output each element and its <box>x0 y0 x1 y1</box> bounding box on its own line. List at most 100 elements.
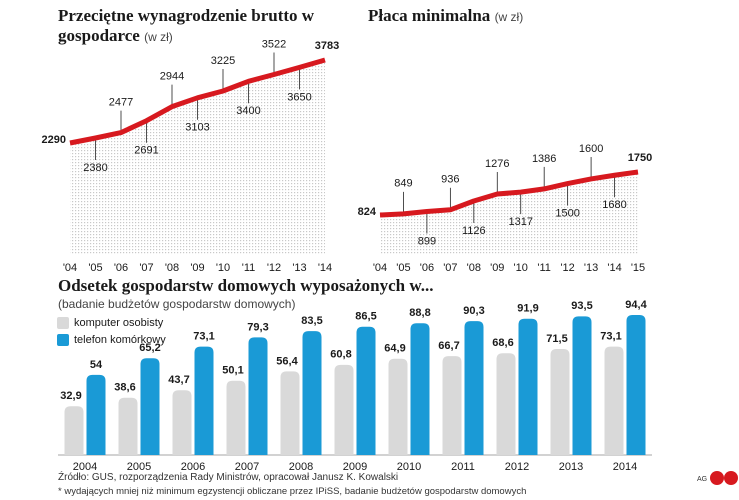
value-label: 65,2 <box>139 342 160 354</box>
x-tick-label: '05 <box>396 262 410 274</box>
x-tick-label: '13 <box>584 262 598 274</box>
value-label: 3225 <box>211 55 235 67</box>
value-label: 824 <box>358 206 377 218</box>
value-label: 71,5 <box>546 333 567 345</box>
bar <box>334 364 354 455</box>
x-tick-label: 2008 <box>289 461 313 473</box>
bar <box>172 390 192 455</box>
value-label: 94,4 <box>625 299 647 311</box>
x-tick-label: '10 <box>216 262 230 274</box>
x-tick-label: '13 <box>292 262 306 274</box>
x-tick-label: '10 <box>514 262 528 274</box>
value-label: 50,1 <box>222 365 243 377</box>
value-label: 3650 <box>287 91 311 103</box>
value-label: 2477 <box>109 97 133 109</box>
value-label: 79,3 <box>247 321 268 333</box>
value-label: 32,9 <box>60 390 81 402</box>
value-label: 43,7 <box>168 374 189 386</box>
x-tick-label: '04 <box>63 262 77 274</box>
value-label: 2691 <box>134 145 158 157</box>
chart-subtitle: (badanie budżetów gospodarstw domowych) <box>58 297 296 311</box>
bar <box>604 346 624 455</box>
legend-label: komputer osobisty <box>74 317 164 329</box>
x-tick-label: 2014 <box>613 461 637 473</box>
value-label: 93,5 <box>571 300 592 312</box>
line-area <box>380 172 638 255</box>
value-label: 64,9 <box>384 343 405 355</box>
bar <box>248 337 268 455</box>
credit: AG <box>697 476 708 483</box>
chart-title: Przeciętne wynagrodzenie brutto w gospod… <box>58 6 315 45</box>
value-label: 88,8 <box>409 307 430 319</box>
line <box>69 57 326 146</box>
x-tick-label: '08 <box>467 262 481 274</box>
logo <box>724 471 738 485</box>
value-label: 73,1 <box>193 330 214 342</box>
value-label: 56,4 <box>276 355 298 367</box>
value-label: 3783 <box>315 40 339 52</box>
chart-subtitle: (w zł) <box>144 30 173 44</box>
value-label: 2290 <box>42 134 66 146</box>
bar <box>356 326 376 455</box>
bar <box>86 374 106 455</box>
value-label: 1276 <box>485 158 509 170</box>
x-tick-label: '12 <box>560 262 574 274</box>
value-label: 849 <box>394 178 412 190</box>
bar <box>410 323 430 455</box>
value-label: 899 <box>418 235 436 247</box>
bar <box>194 346 214 455</box>
value-label: 86,5 <box>355 311 376 323</box>
x-tick-label: 2013 <box>559 461 583 473</box>
x-tick-label: '14 <box>318 262 332 274</box>
value-label: 1126 <box>462 225 486 237</box>
value-label: 73,1 <box>600 330 621 342</box>
value-label: 90,3 <box>463 305 484 317</box>
x-tick-label: '06 <box>114 262 128 274</box>
legend-swatch <box>57 317 69 329</box>
x-tick-label: 2005 <box>127 461 151 473</box>
source: Źródło: GUS, rozporządzenia Rady Ministr… <box>58 472 399 483</box>
value-label: 60,8 <box>330 349 351 361</box>
bar <box>140 358 160 455</box>
x-tick-label: '07 <box>443 262 457 274</box>
bar <box>626 315 646 455</box>
x-tick-label: 2012 <box>505 461 529 473</box>
value-label: 1386 <box>532 153 556 165</box>
value-label: 1317 <box>508 216 532 228</box>
bar <box>442 356 462 455</box>
chart-subtitle: (w zł) <box>494 10 524 24</box>
x-tick-label: '06 <box>420 262 434 274</box>
x-tick-label: '11 <box>537 262 551 274</box>
chart-title: Płaca minimalna <box>368 6 491 25</box>
value-label: 2380 <box>83 162 107 174</box>
value-label: 1600 <box>579 143 603 155</box>
bar <box>550 348 570 455</box>
value-label: 1680 <box>602 199 626 211</box>
title-1: Przeciętne wynagrodzenie brutto w gospod… <box>58 6 338 47</box>
legend-label: telefon komórkowy <box>74 334 166 346</box>
x-tick-label: 2011 <box>451 461 475 473</box>
x-tick-label: '04 <box>373 262 387 274</box>
value-label: 3400 <box>236 105 260 117</box>
bar <box>464 321 484 455</box>
value-label: 3103 <box>185 122 209 134</box>
value-label: 54 <box>90 359 103 371</box>
value-label: 91,9 <box>517 303 538 315</box>
bar <box>302 331 322 455</box>
x-tick-label: 2006 <box>181 461 205 473</box>
title-3: Odsetek gospodarstw domowych wyposażonyc… <box>58 276 698 296</box>
x-tick-label: '14 <box>607 262 621 274</box>
x-tick-label: '15 <box>631 262 645 274</box>
bar <box>496 353 516 455</box>
x-tick-label: '11 <box>242 262 256 274</box>
line <box>379 169 639 218</box>
x-tick-label: '09 <box>490 262 504 274</box>
x-tick-label: 2007 <box>235 461 259 473</box>
value-label: 38,6 <box>114 382 135 394</box>
bar <box>226 380 246 455</box>
x-tick-label: 2010 <box>397 461 421 473</box>
bar <box>518 318 538 455</box>
x-tick-label: '05 <box>88 262 102 274</box>
bar <box>118 397 138 455</box>
